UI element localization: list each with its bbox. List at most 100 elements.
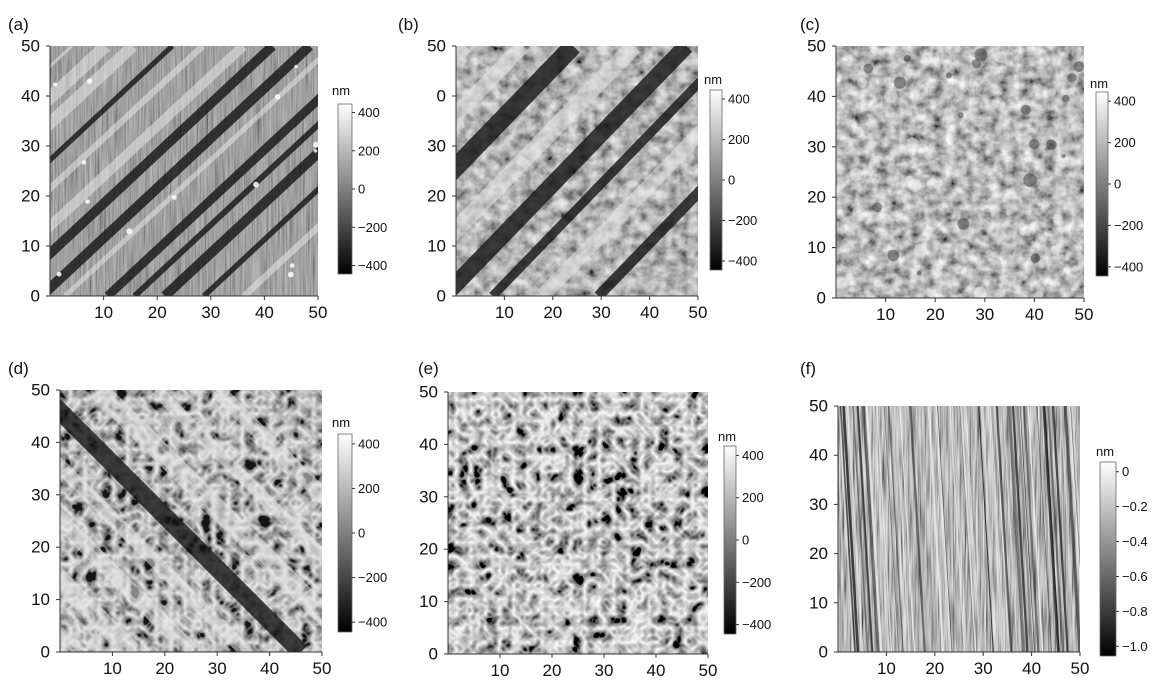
colorbar-unit: nm xyxy=(1096,444,1114,459)
x-tick-label: 20 xyxy=(543,661,562,680)
colorbar-tick-label: 200 xyxy=(358,481,380,496)
panel-label: (a) xyxy=(8,15,29,34)
y-tick-label: 50 xyxy=(21,37,40,56)
y-tick-label: 10 xyxy=(21,237,40,256)
colorbar-tick-label: 200 xyxy=(742,490,764,505)
colorbar-tick-label: 400 xyxy=(1114,94,1136,109)
y-tick-label: 40 xyxy=(419,435,438,454)
y-tick-label: 20 xyxy=(31,538,50,557)
colorbar-tick-label: 0 xyxy=(728,173,735,188)
y-tick-label: 20 xyxy=(21,187,40,206)
colorbar-unit: nm xyxy=(704,72,722,87)
colorbar-tick-label: 0 xyxy=(358,526,365,541)
x-tick-label: 50 xyxy=(313,659,332,678)
y-tick-label: 20 xyxy=(807,188,826,207)
afm-height-map xyxy=(456,46,698,296)
x-tick-label: 10 xyxy=(491,661,510,680)
afm-height-map xyxy=(448,392,708,654)
colorbar-tick-label: −200 xyxy=(728,213,757,228)
y-tick-label: 40 xyxy=(31,433,50,452)
x-tick-label: 40 xyxy=(260,659,279,678)
x-tick-label: 30 xyxy=(592,303,611,322)
x-tick-label: 30 xyxy=(974,659,993,678)
y-tick-label: 10 xyxy=(31,590,50,609)
colorbar: nm 400 200 0 −200 −400 xyxy=(332,415,387,633)
panel-c: (c) 0 10 20 30 40 50 10 20 30 40 50 nm 400 200 0 −200 −40… xyxy=(800,15,1143,324)
colorbar-unit: nm xyxy=(332,415,350,430)
x-tick-label: 30 xyxy=(201,303,220,322)
y-tick-label: 0 xyxy=(817,289,826,308)
y-tick-label: 0 xyxy=(31,287,40,306)
colorbar: nm 400 200 0 −200 −400 xyxy=(1090,76,1143,277)
colorbar-tick-label: −200 xyxy=(742,575,771,590)
colorbar-tick-label: −400 xyxy=(728,254,757,269)
panel-f: (f) 0 10 20 30 40 50 10 20 30 40 50 nm 0 −0.2 −0.4 −0.6 −… xyxy=(800,359,1148,678)
x-tick-label: 40 xyxy=(1022,659,1041,678)
afm-height-map xyxy=(60,390,322,652)
panel-label: (b) xyxy=(398,15,419,34)
x-tick-label: 40 xyxy=(1025,305,1044,324)
y-tick-label: 40 xyxy=(807,87,826,106)
x-tick-label: 40 xyxy=(647,661,666,680)
y-tick-label: 10 xyxy=(809,593,828,612)
x-tick-label: 10 xyxy=(877,659,896,678)
x-tick-label: 10 xyxy=(103,659,122,678)
y-tick-label: 50 xyxy=(807,37,826,56)
colorbar-tick-label: −0.6 xyxy=(1122,569,1148,584)
colorbar: nm 0 −0.2 −0.4 −0.6 −0.8 −1.0 xyxy=(1096,444,1148,657)
colorbar-tick-label: 0 xyxy=(1122,464,1129,479)
y-tick-label: 40 xyxy=(809,446,828,465)
panel-a: (a) 0 10 20 30 40 50 10 20 30 40 50 nm 400 200 0 −200 −40… xyxy=(8,15,387,322)
y-tick-label: 50 xyxy=(427,37,446,56)
colorbar-unit: nm xyxy=(332,83,350,98)
panel-label: (f) xyxy=(800,359,816,378)
y-tick-label: 0 xyxy=(437,87,446,106)
colorbar-tick-label: 400 xyxy=(358,436,380,451)
colorbar-tick-label: 0 xyxy=(1114,177,1121,192)
y-tick-label: 30 xyxy=(809,495,828,514)
y-tick-label: 50 xyxy=(809,397,828,416)
x-tick-label: 20 xyxy=(543,303,562,322)
y-tick-label: 20 xyxy=(419,540,438,559)
afm-height-map xyxy=(838,406,1080,652)
x-tick-label: 10 xyxy=(495,303,514,322)
x-tick-label: 40 xyxy=(255,303,274,322)
afm-height-map xyxy=(836,46,1084,298)
colorbar-tick-label: 400 xyxy=(742,448,764,463)
y-tick-label: 50 xyxy=(419,383,438,402)
colorbar-tick-label: −400 xyxy=(358,615,387,630)
y-tick-label: 10 xyxy=(419,592,438,611)
panel-label: (c) xyxy=(800,15,820,34)
colorbar: nm 400 200 0 −200 −400 xyxy=(332,83,387,275)
x-tick-label: 50 xyxy=(699,661,718,680)
colorbar-tick-label: −0.4 xyxy=(1122,534,1148,549)
colorbar-tick-label: −400 xyxy=(1114,259,1143,274)
y-tick-label: 10 xyxy=(427,237,446,256)
y-tick-label: 30 xyxy=(807,137,826,156)
x-tick-label: 10 xyxy=(876,305,895,324)
colorbar-unit: nm xyxy=(718,429,736,444)
panel-e: (e) 0 10 20 30 40 50 10 20 30 40 50 nm 400 200 0 −200 −40… xyxy=(418,359,771,680)
colorbar-tick-label: −0.2 xyxy=(1122,499,1148,514)
afm-height-map xyxy=(50,46,318,296)
x-tick-label: 20 xyxy=(925,659,944,678)
colorbar-tick-label: −400 xyxy=(358,258,387,273)
x-tick-label: 20 xyxy=(148,303,167,322)
y-tick-label: 0 xyxy=(437,287,446,306)
x-tick-label: 20 xyxy=(155,659,174,678)
panel-b: (b) 0 10 20 30 0 50 10 20 30 40 50 nm 400 200 0 −200 −400 xyxy=(398,15,757,322)
y-tick-label: 40 xyxy=(21,87,40,106)
colorbar-tick-label: −1.0 xyxy=(1122,639,1148,654)
x-tick-label: 50 xyxy=(1075,305,1094,324)
x-tick-label: 10 xyxy=(94,303,113,322)
colorbar-tick-label: 200 xyxy=(1114,135,1136,150)
colorbar-unit: nm xyxy=(1090,76,1108,91)
y-tick-label: 0 xyxy=(429,645,438,664)
colorbar-tick-label: −0.8 xyxy=(1122,604,1148,619)
colorbar-tick-label: 200 xyxy=(728,132,750,147)
colorbar-tick-label: 0 xyxy=(742,533,749,548)
y-tick-label: 30 xyxy=(21,137,40,156)
y-tick-label: 10 xyxy=(807,238,826,257)
y-tick-label: 50 xyxy=(31,381,50,400)
